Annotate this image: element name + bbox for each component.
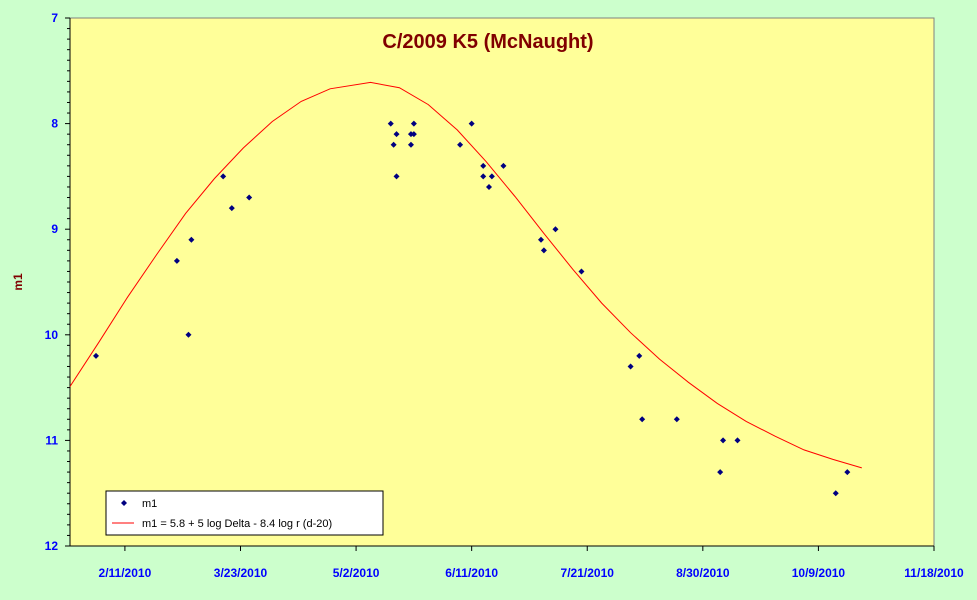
y-tick-label: 11 [45,433,58,447]
data-point-marker [552,226,559,233]
data-point-marker [407,141,414,148]
data-point-marker [457,141,464,148]
legend-box [105,490,384,536]
data-point-marker [228,205,235,212]
data-point-marker [488,173,495,180]
data-point-marker [639,416,646,423]
data-point-marker [93,352,100,359]
data-point-marker [480,173,487,180]
data-point-marker [540,247,547,254]
data-point-marker [500,162,507,169]
data-point-marker [485,183,492,190]
x-axis: 2/11/2010 3/23/2010 5/2/2010 6/11/2010 7/21/… [70,545,964,580]
y-axis: 7 8 9 10 11 12 [45,11,71,553]
plot-area [69,17,935,547]
x-tick-label: 3/23/2010 [214,566,268,580]
legend-label-m1: m1 [142,498,157,510]
data-point-marker [673,416,680,423]
data-point-marker [844,469,851,476]
data-point-marker [717,469,724,476]
data-point-marker [173,257,180,264]
y-tick-label: 9 [51,222,58,236]
data-point-marker [734,437,741,444]
data-point-marker [578,268,585,275]
data-point-marker [627,363,634,370]
x-tick-label: 10/9/2010 [792,566,846,580]
data-point-marker [185,331,192,338]
y-tick-label: 8 [51,117,58,131]
data-point-marker [832,490,839,497]
data-point-marker [387,120,394,127]
x-tick-label: 6/11/2010 [445,566,498,580]
legend: m1 m1 = 5.8 + 5 log Delta - 8.4 log r (d… [105,490,384,536]
x-tick-label: 8/30/2010 [676,566,730,580]
y-tick-label: 7 [51,11,58,25]
data-point-marker [393,131,400,138]
data-point-marker [468,120,475,127]
x-tick-label: 2/11/2010 [99,566,152,580]
data-point-marker [188,236,195,243]
data-point-marker [390,141,397,148]
data-point-marker [220,173,227,180]
fit-curve-series [69,81,862,469]
data-point-marker [480,162,487,169]
m1-series [93,120,851,497]
data-point-marker [393,173,400,180]
data-point-marker [636,352,643,359]
y-tick-label: 12 [45,539,59,553]
data-point-marker [720,437,727,444]
y-axis-label: m1 [11,273,25,291]
data-point-marker [246,194,253,201]
x-tick-label: 11/18/2010 [904,566,964,580]
x-tick-label: 7/21/2010 [561,566,615,580]
legend-label-fit: m1 = 5.8 + 5 log Delta - 8.4 log r (d-20… [142,518,332,530]
data-point-marker [410,131,417,138]
data-point-marker [410,120,417,127]
x-tick-label: 5/2/2010 [333,566,380,580]
chart-title: C/2009 K5 (McNaught) [382,31,593,53]
fit-curve-line [69,81,862,469]
data-point-marker [538,236,545,243]
y-tick-label: 10 [45,328,59,342]
legend-marker-icon [121,500,127,506]
